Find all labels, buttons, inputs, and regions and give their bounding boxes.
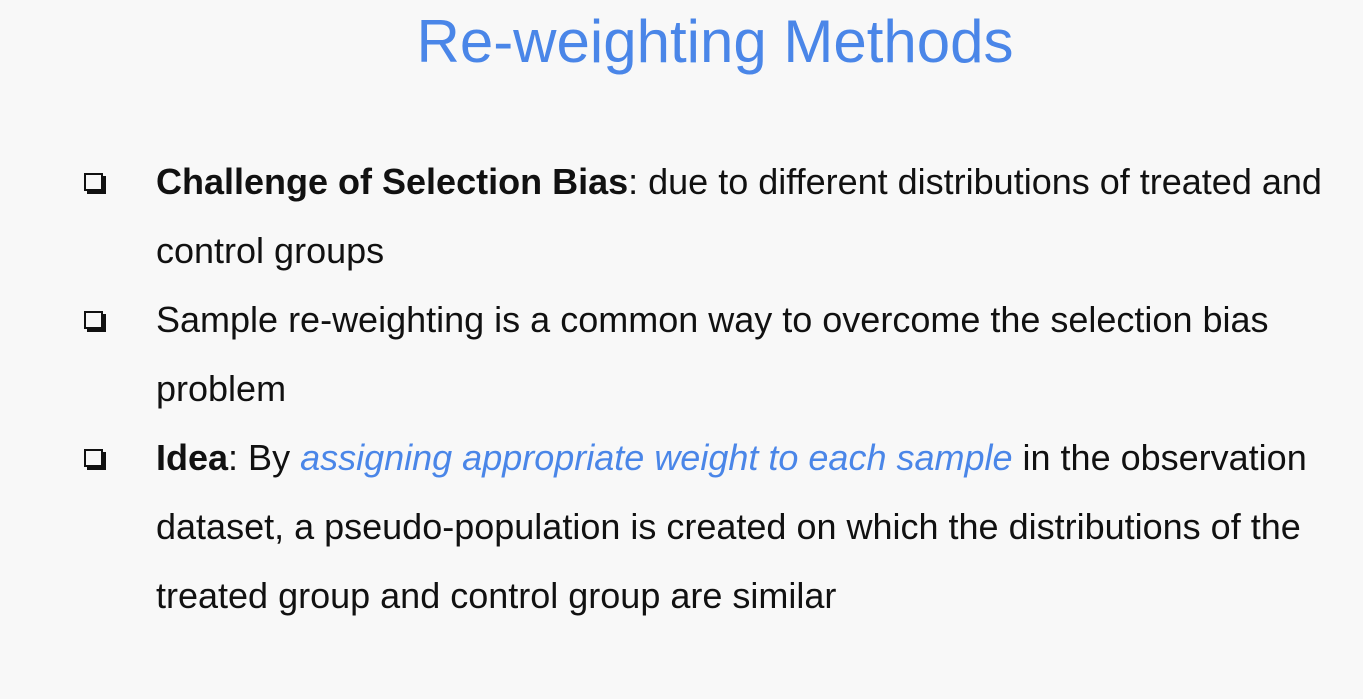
checkbox-square-icon <box>84 310 103 329</box>
bullet-text: Challenge of Selection Bias: due to diff… <box>156 147 1331 285</box>
bullet-sample-reweighting: Sample re-weighting is a common way to o… <box>84 285 1334 423</box>
bullet-text: Sample re-weighting is a common way to o… <box>156 285 1331 423</box>
bullet-selection-bias: Challenge of Selection Bias: due to diff… <box>84 147 1334 285</box>
bullet-marker <box>84 285 156 354</box>
bullet-idea: Idea: By assigning appropriate weight to… <box>84 423 1334 630</box>
bullet-intro: : By <box>228 437 301 478</box>
bullet-body: in the observation dataset, a pseudo-pop… <box>156 437 1307 616</box>
bullet-marker <box>84 423 156 492</box>
bullet-list: Challenge of Selection Bias: due to diff… <box>84 147 1334 630</box>
bullet-highlight: assigning appropriate weight to each sam… <box>300 437 1013 478</box>
bullet-marker <box>84 147 156 216</box>
bullet-body: Sample re-weighting is a common way to o… <box>156 299 1269 409</box>
bullet-text: Idea: By assigning appropriate weight to… <box>156 423 1331 630</box>
checkbox-square-icon <box>84 448 103 467</box>
bullet-body: : due to different distributions of trea… <box>156 161 1322 271</box>
bullet-term: Challenge of Selection Bias <box>156 161 629 202</box>
checkbox-square-icon <box>84 172 103 191</box>
slide-title: Re-weighting Methods <box>416 8 1014 75</box>
bullet-term: Idea <box>156 437 229 478</box>
